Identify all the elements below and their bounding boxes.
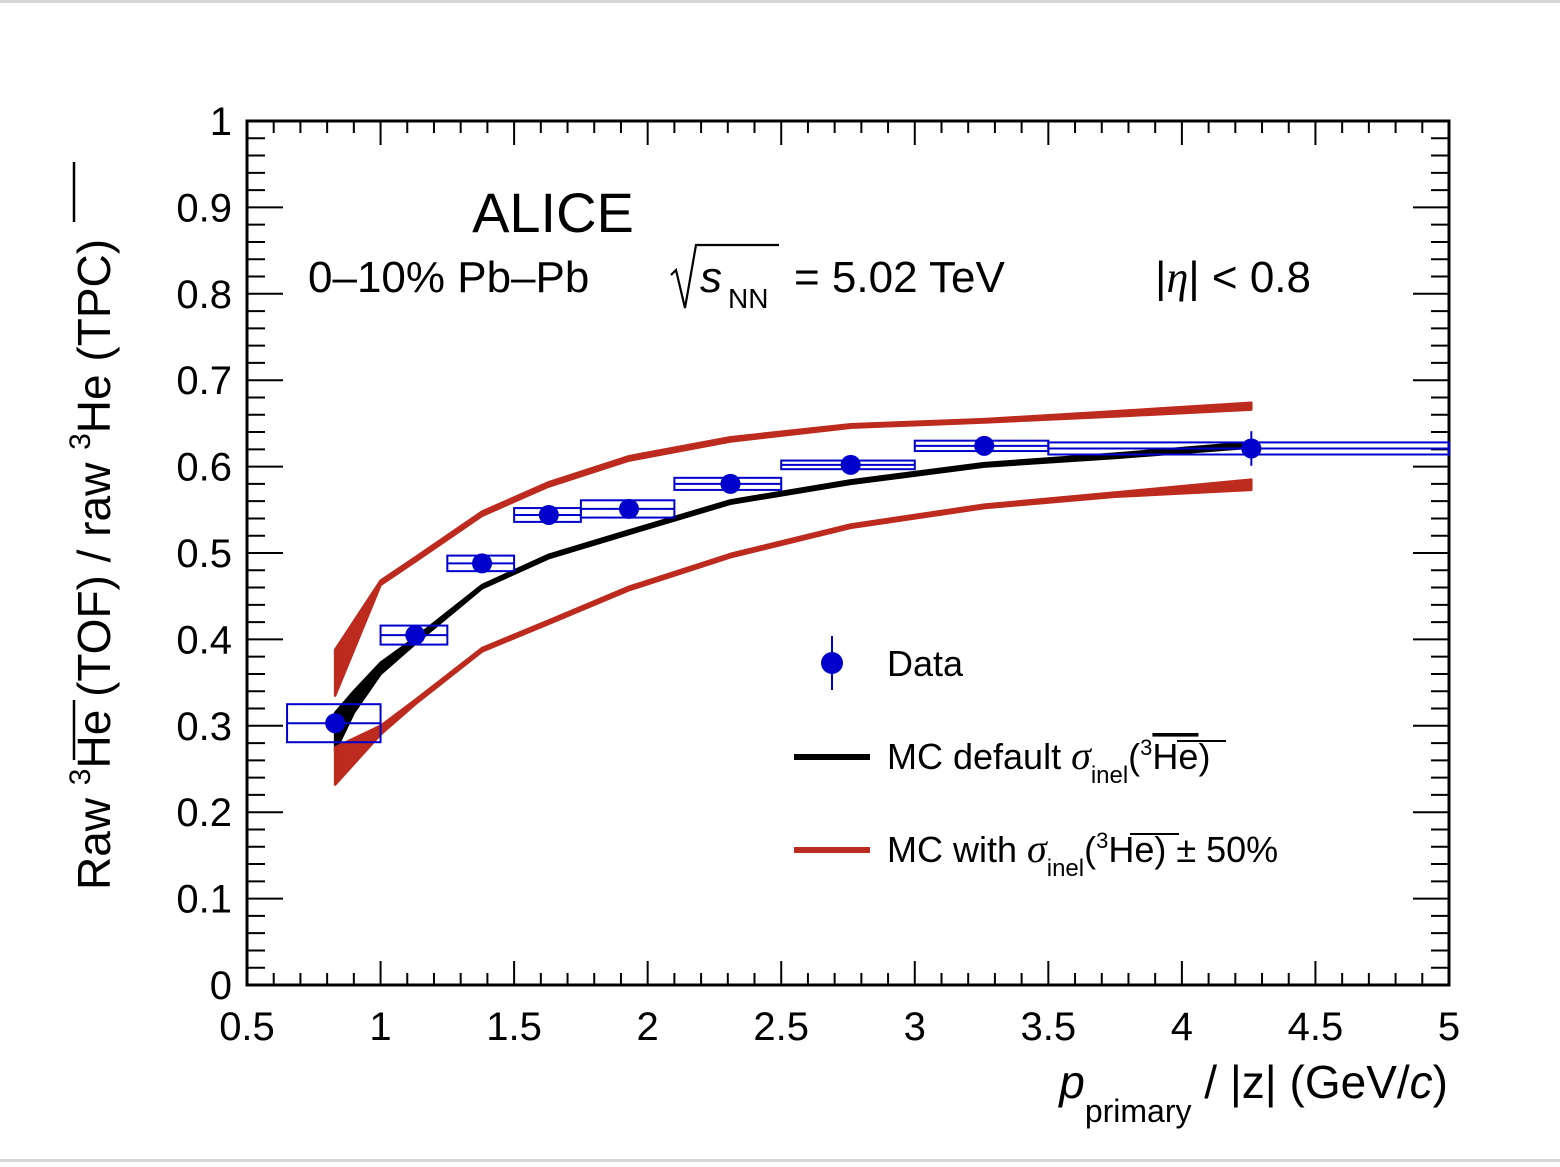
data-marker xyxy=(619,499,639,519)
data-marker xyxy=(974,436,994,456)
axis-tick-labels: 0.5 1 1.5 2 2.5 3 3.5 4 4.5 5 0 0.1 0.2 0.3 0.4 0.5 0.6 0… xyxy=(176,100,1460,1049)
mc-minus50-band xyxy=(335,403,1251,696)
y-tick-label: 0.6 xyxy=(176,446,232,490)
data-point xyxy=(1048,431,1449,466)
x-tick-label: 3.5 xyxy=(1021,1005,1077,1049)
y-tick-label: 0.5 xyxy=(176,532,232,576)
y-tick-label: 0.7 xyxy=(176,359,232,403)
data-point xyxy=(514,505,581,525)
data-point xyxy=(581,499,674,519)
y-tick-label: 0 xyxy=(210,964,232,1008)
data-marker xyxy=(720,474,740,494)
data-marker xyxy=(472,553,492,573)
sqrt-nn-subscript: NN xyxy=(728,283,768,314)
data-marker xyxy=(841,455,861,475)
data-marker xyxy=(1241,438,1261,458)
x-tick-label: 1 xyxy=(369,1005,391,1049)
eta-cut-label: |η| < 0.8 xyxy=(1155,253,1311,302)
mc-plus50-band xyxy=(335,480,1251,785)
experiment-label: ALICE xyxy=(472,181,634,244)
data-marker xyxy=(325,713,345,733)
mc-default-band xyxy=(335,442,1251,751)
legend-mc-default-label: MC default σinel(3He) xyxy=(887,733,1210,789)
x-tick-label: 1.5 xyxy=(486,1005,542,1049)
y-tick-label: 0.9 xyxy=(176,186,232,230)
energy-label: = 5.02 TeV xyxy=(794,253,1005,302)
svg-text:Raw 3He (TOF) / raw 3He (TPC): Raw 3He (TOF) / raw 3He (TPC) xyxy=(64,239,120,890)
y-tick-label: 1 xyxy=(210,100,232,144)
x-tick-label: 0.5 xyxy=(219,1005,275,1049)
x-tick-label: 2 xyxy=(637,1005,659,1049)
data-point xyxy=(381,625,448,645)
y-tick-label: 0.1 xyxy=(176,878,232,922)
x-axis-title: pprimary / |z| (GeV/c) xyxy=(1057,1056,1448,1129)
legend-data-marker xyxy=(821,652,843,674)
legend-data-label: Data xyxy=(887,643,964,684)
y-tick-label: 0.8 xyxy=(176,273,232,317)
legend-mc-var-label: MC with σinel(3He) ± 50% xyxy=(887,826,1278,882)
x-tick-label: 4 xyxy=(1171,1005,1193,1049)
data-point xyxy=(674,474,781,494)
data-point xyxy=(447,553,514,573)
data-point xyxy=(781,455,915,475)
legend: Data MC default σinel(3He) MC with σinel… xyxy=(794,636,1278,882)
data-marker xyxy=(539,505,559,525)
data-marker xyxy=(405,625,425,645)
x-tick-label: 5 xyxy=(1438,1005,1460,1049)
x-tick-label: 3 xyxy=(904,1005,926,1049)
collision-label: 0–10% Pb–Pb xyxy=(308,253,589,302)
y-tick-label: 0.3 xyxy=(176,705,232,749)
y-tick-label: 0.4 xyxy=(176,618,232,662)
data-point xyxy=(915,436,1049,456)
x-tick-label: 4.5 xyxy=(1288,1005,1344,1049)
y-tick-label: 0.2 xyxy=(176,791,232,835)
sqrt-s-label: s xyxy=(700,253,722,302)
y-axis-title: Raw 3He (TOF) / raw 3He (TPC) xyxy=(64,162,120,890)
x-tick-label: 2.5 xyxy=(753,1005,809,1049)
top-frame-line xyxy=(0,0,1560,3)
